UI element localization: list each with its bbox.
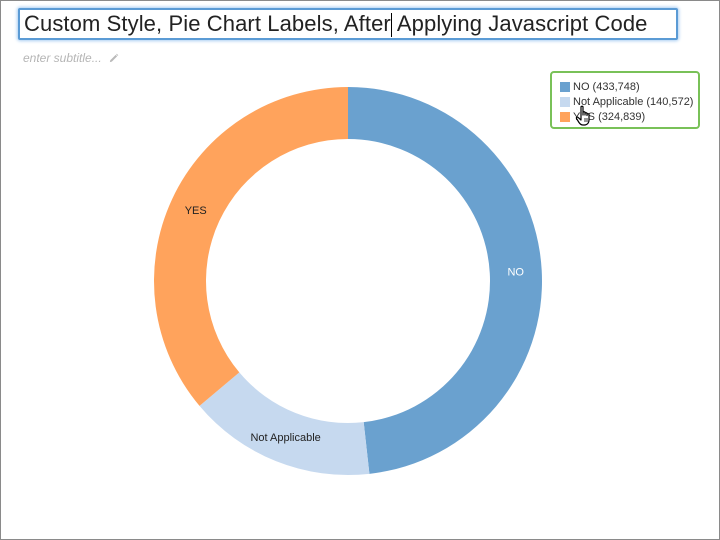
title-text-after-caret: Applying Javascript Code: [391, 10, 648, 36]
chart-title-field[interactable]: Custom Style, Pie Chart Labels, After Ap…: [18, 8, 678, 40]
subtitle-field[interactable]: enter subtitle...: [23, 51, 119, 65]
legend-label-yes: YES (324,839): [573, 110, 646, 123]
legend-label-not-applicable: Not Applicable (140,572): [573, 95, 694, 108]
legend-swatch-not-applicable: [560, 96, 570, 107]
legend-swatch-yes: [560, 111, 570, 122]
legend-swatch-no: [560, 81, 570, 92]
pie-slice-not-applicable[interactable]: [199, 372, 370, 475]
hand-pointer-icon: [575, 105, 590, 126]
subtitle-placeholder: enter subtitle...: [23, 51, 102, 65]
legend-item-no[interactable]: NO (433,748): [560, 79, 698, 94]
chart-legend[interactable]: NO (433,748) Not Applicable (140,572) YE…: [550, 71, 700, 129]
title-text-before-caret: Custom Style, Pie Chart Labels, After: [24, 10, 391, 36]
slice-label-no: NO: [507, 267, 524, 279]
slice-label-yes: YES: [185, 205, 207, 217]
legend-item-not-applicable[interactable]: Not Applicable (140,572): [560, 94, 698, 109]
chart-title-text: Custom Style, Pie Chart Labels, After Ap…: [24, 10, 648, 38]
pie-slice-yes[interactable]: [154, 86, 348, 406]
legend-item-yes[interactable]: YES (324,839): [560, 109, 698, 124]
pie-slice-no[interactable]: [348, 87, 542, 474]
pencil-icon[interactable]: [108, 53, 119, 64]
legend-label-no: NO (433,748): [573, 80, 640, 93]
slice-label-not-applicable: Not Applicable: [250, 432, 320, 444]
text-caret: [390, 13, 392, 38]
